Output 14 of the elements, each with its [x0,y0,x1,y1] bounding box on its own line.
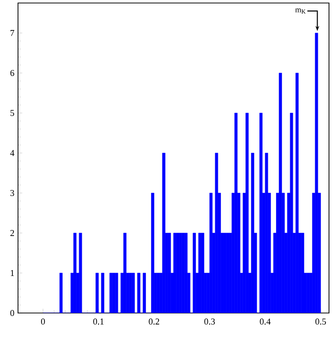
x-tick-label: 0.3 [204,318,215,325]
x-tick-label: 0.4 [260,318,271,325]
y-tick-label: 7 [10,30,14,36]
y-tick-label: 5 [10,110,14,116]
x-tick-label: 0.2 [148,318,160,325]
y-tick-label: 0 [10,310,14,316]
x-tick-label: 0.1 [93,318,104,325]
y-tick-label: 3 [10,190,14,196]
x-tick-label: 0 [41,318,45,325]
y-tick-label: 6 [10,70,14,76]
y-tick-label: 4 [10,150,14,156]
x-tick-label: 0.5 [315,318,326,325]
y-tick-label: 2 [10,230,14,236]
y-tick-label: 1 [10,270,14,276]
